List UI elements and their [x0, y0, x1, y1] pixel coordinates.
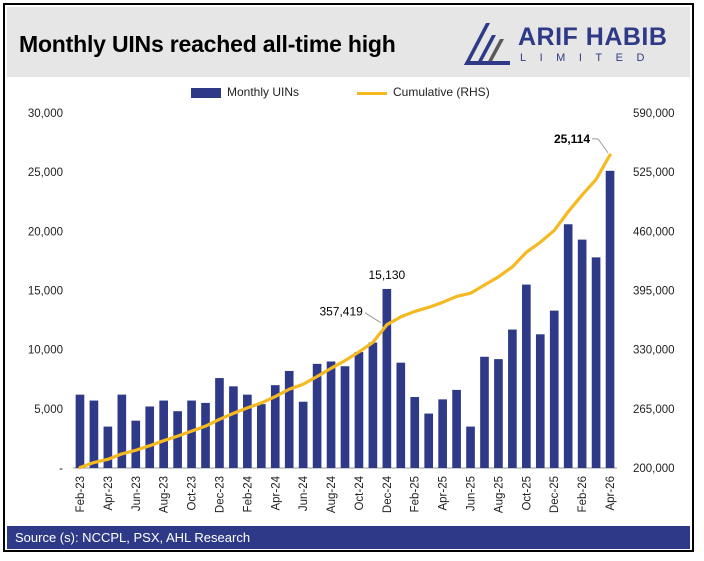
bar: [298, 401, 308, 468]
bar: [494, 359, 503, 468]
header-band: Monthly UINs reached all-time high ARIF …: [7, 7, 690, 77]
bar: [256, 404, 266, 468]
footer-band: Source (s): NCCPL, PSX, AHL Research: [7, 526, 690, 549]
bar: [187, 400, 196, 468]
bar: [605, 170, 615, 468]
bar: [549, 310, 559, 468]
chart-title: Monthly UINs reached all-time high: [19, 31, 396, 57]
right-tick-label: 590,000: [633, 108, 675, 120]
bar: [284, 370, 294, 468]
bar: [75, 394, 85, 468]
bar: [563, 224, 573, 468]
legend-label-cumulative: Cumulative (RHS): [393, 85, 490, 99]
left-tick-label: 5,000: [34, 404, 63, 416]
bar: [438, 399, 447, 468]
bar: [312, 363, 322, 468]
x-tick-label: Oct-23: [187, 476, 199, 511]
x-tick-label: Feb-24: [242, 475, 254, 512]
bar: [591, 257, 601, 468]
data-label-latest-bar: 25,114: [554, 132, 590, 146]
left-tick-label: -: [59, 463, 63, 475]
x-tick-label: Aug-23: [159, 476, 171, 513]
x-tick-label: Dec-23: [214, 476, 226, 513]
leader-line-cumulative: [364, 312, 382, 324]
right-tick-label: 265,000: [633, 404, 675, 416]
x-tick-label: Oct-25: [521, 476, 533, 511]
legend-label-monthly: Monthly UINs: [227, 85, 300, 99]
combo-chart: - 5,000 10,000 15,000 20,000 25,000 30,000 200,…: [28, 108, 675, 513]
bar: [424, 413, 434, 468]
left-tick-label: 10,000: [28, 345, 63, 357]
bar: [103, 426, 113, 468]
bar: [452, 389, 461, 468]
x-tick-label: Apr-25: [438, 476, 450, 511]
bar: [131, 420, 141, 468]
left-tick-label: 30,000: [28, 108, 63, 120]
bar: [145, 406, 155, 468]
legend-swatch-line: [357, 92, 387, 95]
x-tick-label: Feb-26: [577, 476, 589, 512]
bar: [508, 329, 517, 468]
right-tick-label: 525,000: [633, 167, 675, 179]
x-tick-label: Feb-25: [410, 476, 422, 512]
left-tick-label: 15,000: [28, 286, 63, 298]
bar: [396, 362, 406, 468]
logo-mark-icon: [464, 23, 510, 65]
x-tick-label: Feb-23: [75, 476, 87, 512]
cumulative-line: [78, 153, 612, 470]
bar: [270, 385, 280, 468]
company-logo: ARIF HABIB LIMITED: [462, 21, 687, 71]
right-tick-label: 200,000: [633, 463, 675, 475]
x-tick-label: Aug-25: [493, 476, 505, 513]
x-tick-label: Apr-24: [270, 475, 282, 510]
left-tick-label: 25,000: [28, 167, 63, 179]
bar: [354, 352, 364, 468]
x-tick-label: Apr-26: [605, 476, 617, 511]
bar: [159, 400, 168, 468]
left-tick-label: 20,000: [28, 226, 63, 238]
x-tick-label: Jun-23: [131, 476, 143, 511]
logo-wordmark: ARIF HABIB: [518, 23, 668, 51]
bar: [89, 400, 99, 468]
bar: [577, 239, 587, 468]
legend-swatch-bar: [191, 88, 221, 98]
bar: [382, 288, 392, 468]
bar: [340, 366, 350, 468]
right-tick-label: 395,000: [633, 286, 675, 298]
bar: [201, 402, 210, 468]
data-label-peak-bar: 15,130: [368, 268, 405, 282]
bar: [173, 411, 182, 468]
bar: [229, 386, 238, 468]
bar: [243, 394, 252, 468]
leader-line-latest: [597, 138, 609, 154]
x-tick-label: Jun-25: [466, 476, 478, 511]
data-label-cumulative: 357,419: [319, 305, 363, 319]
x-tick-label: Aug-24: [326, 475, 338, 513]
x-tick-label: Dec-25: [549, 476, 561, 513]
source-note: Source (s): NCCPL, PSX, AHL Research: [15, 530, 251, 545]
bar: [480, 356, 489, 468]
bar: [215, 378, 224, 468]
bar: [535, 334, 545, 468]
right-tick-label: 330,000: [633, 345, 675, 357]
bar: [522, 284, 531, 468]
bar: [368, 342, 378, 468]
logo-subtitle: LIMITED: [520, 52, 658, 64]
chart-frame: Monthly UINs reached all-time high ARIF …: [3, 3, 694, 552]
chart-legend: Monthly UINs Cumulative (RHS): [5, 85, 692, 103]
x-tick-label: Oct-24: [354, 475, 366, 510]
bar: [117, 394, 127, 468]
right-tick-label: 460,000: [633, 226, 675, 238]
bar: [466, 426, 475, 468]
bar: [326, 361, 336, 468]
x-tick-label: Dec-24: [382, 475, 394, 513]
x-tick-label: Jun-24: [298, 475, 310, 511]
bar: [410, 397, 420, 468]
x-tick-label: Apr-23: [103, 476, 115, 511]
